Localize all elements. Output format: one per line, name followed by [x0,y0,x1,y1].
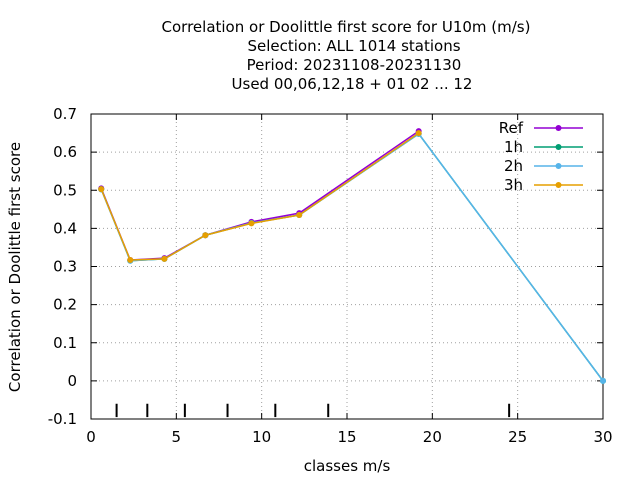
data-point-3h [98,186,105,193]
axes: 0 5 10 15 20 25 30 -0.1 0 0.1 0.2 0.3 0.4 0.5 0.6 0.7 [48,105,613,446]
data-point-3h [127,257,134,264]
x-tick-label: 30 [593,428,612,446]
y-tick-label: -0.1 [48,410,77,428]
y-tick-label: 0.5 [53,181,77,199]
y-tick-label: 0.4 [53,219,77,237]
data-point-3h [296,212,303,219]
grid [91,114,603,419]
legend-marker-2h [555,163,562,169]
legend-label-3h: 3h [504,176,523,194]
legend-label-1h: 1h [504,138,523,156]
title-line-2: Selection: ALL 1014 stations [247,37,460,55]
y-axis-label: Correlation or Doolittle first score [6,142,24,392]
x-tick-label: 20 [423,428,442,446]
chart-title: Correlation or Doolittle first score for… [162,18,531,93]
x-axis-label: classes m/s [304,457,391,475]
y-tick-label: 0 [67,372,77,390]
data-point-3h [248,220,255,227]
x-tick-label: 25 [508,428,527,446]
legend-marker-Ref [555,125,562,131]
y-tick-label: 0.6 [53,143,77,161]
data-point-3h [202,232,209,239]
x-tick-label: 10 [252,428,271,446]
y-tick-label: 0.3 [53,258,77,276]
y-tick-label: 0.7 [53,105,77,123]
series-group [98,128,606,384]
legend-marker-1h [555,144,562,150]
legend-label-Ref: Ref [499,119,524,137]
x-tick-label: 15 [337,428,356,446]
data-point-3h [161,255,168,262]
y-tick-label: 0.1 [53,334,77,352]
data-point-3h [415,130,422,137]
legend-marker-3h [555,182,562,188]
x-tick-label: 5 [172,428,182,446]
legend-label-2h: 2h [504,157,523,175]
series-line-Ref [100,130,420,261]
title-line-4: Used 00,06,12,18 + 01 02 ... 12 [232,75,473,93]
title-line-3: Period: 20231108-20231130 [247,56,462,74]
title-line-1: Correlation or Doolittle first score for… [162,18,531,36]
y-tick-label: 0.2 [53,296,77,314]
data-point-2h [600,377,606,384]
x-tick-label: 0 [86,428,96,446]
class-marks [115,403,511,418]
